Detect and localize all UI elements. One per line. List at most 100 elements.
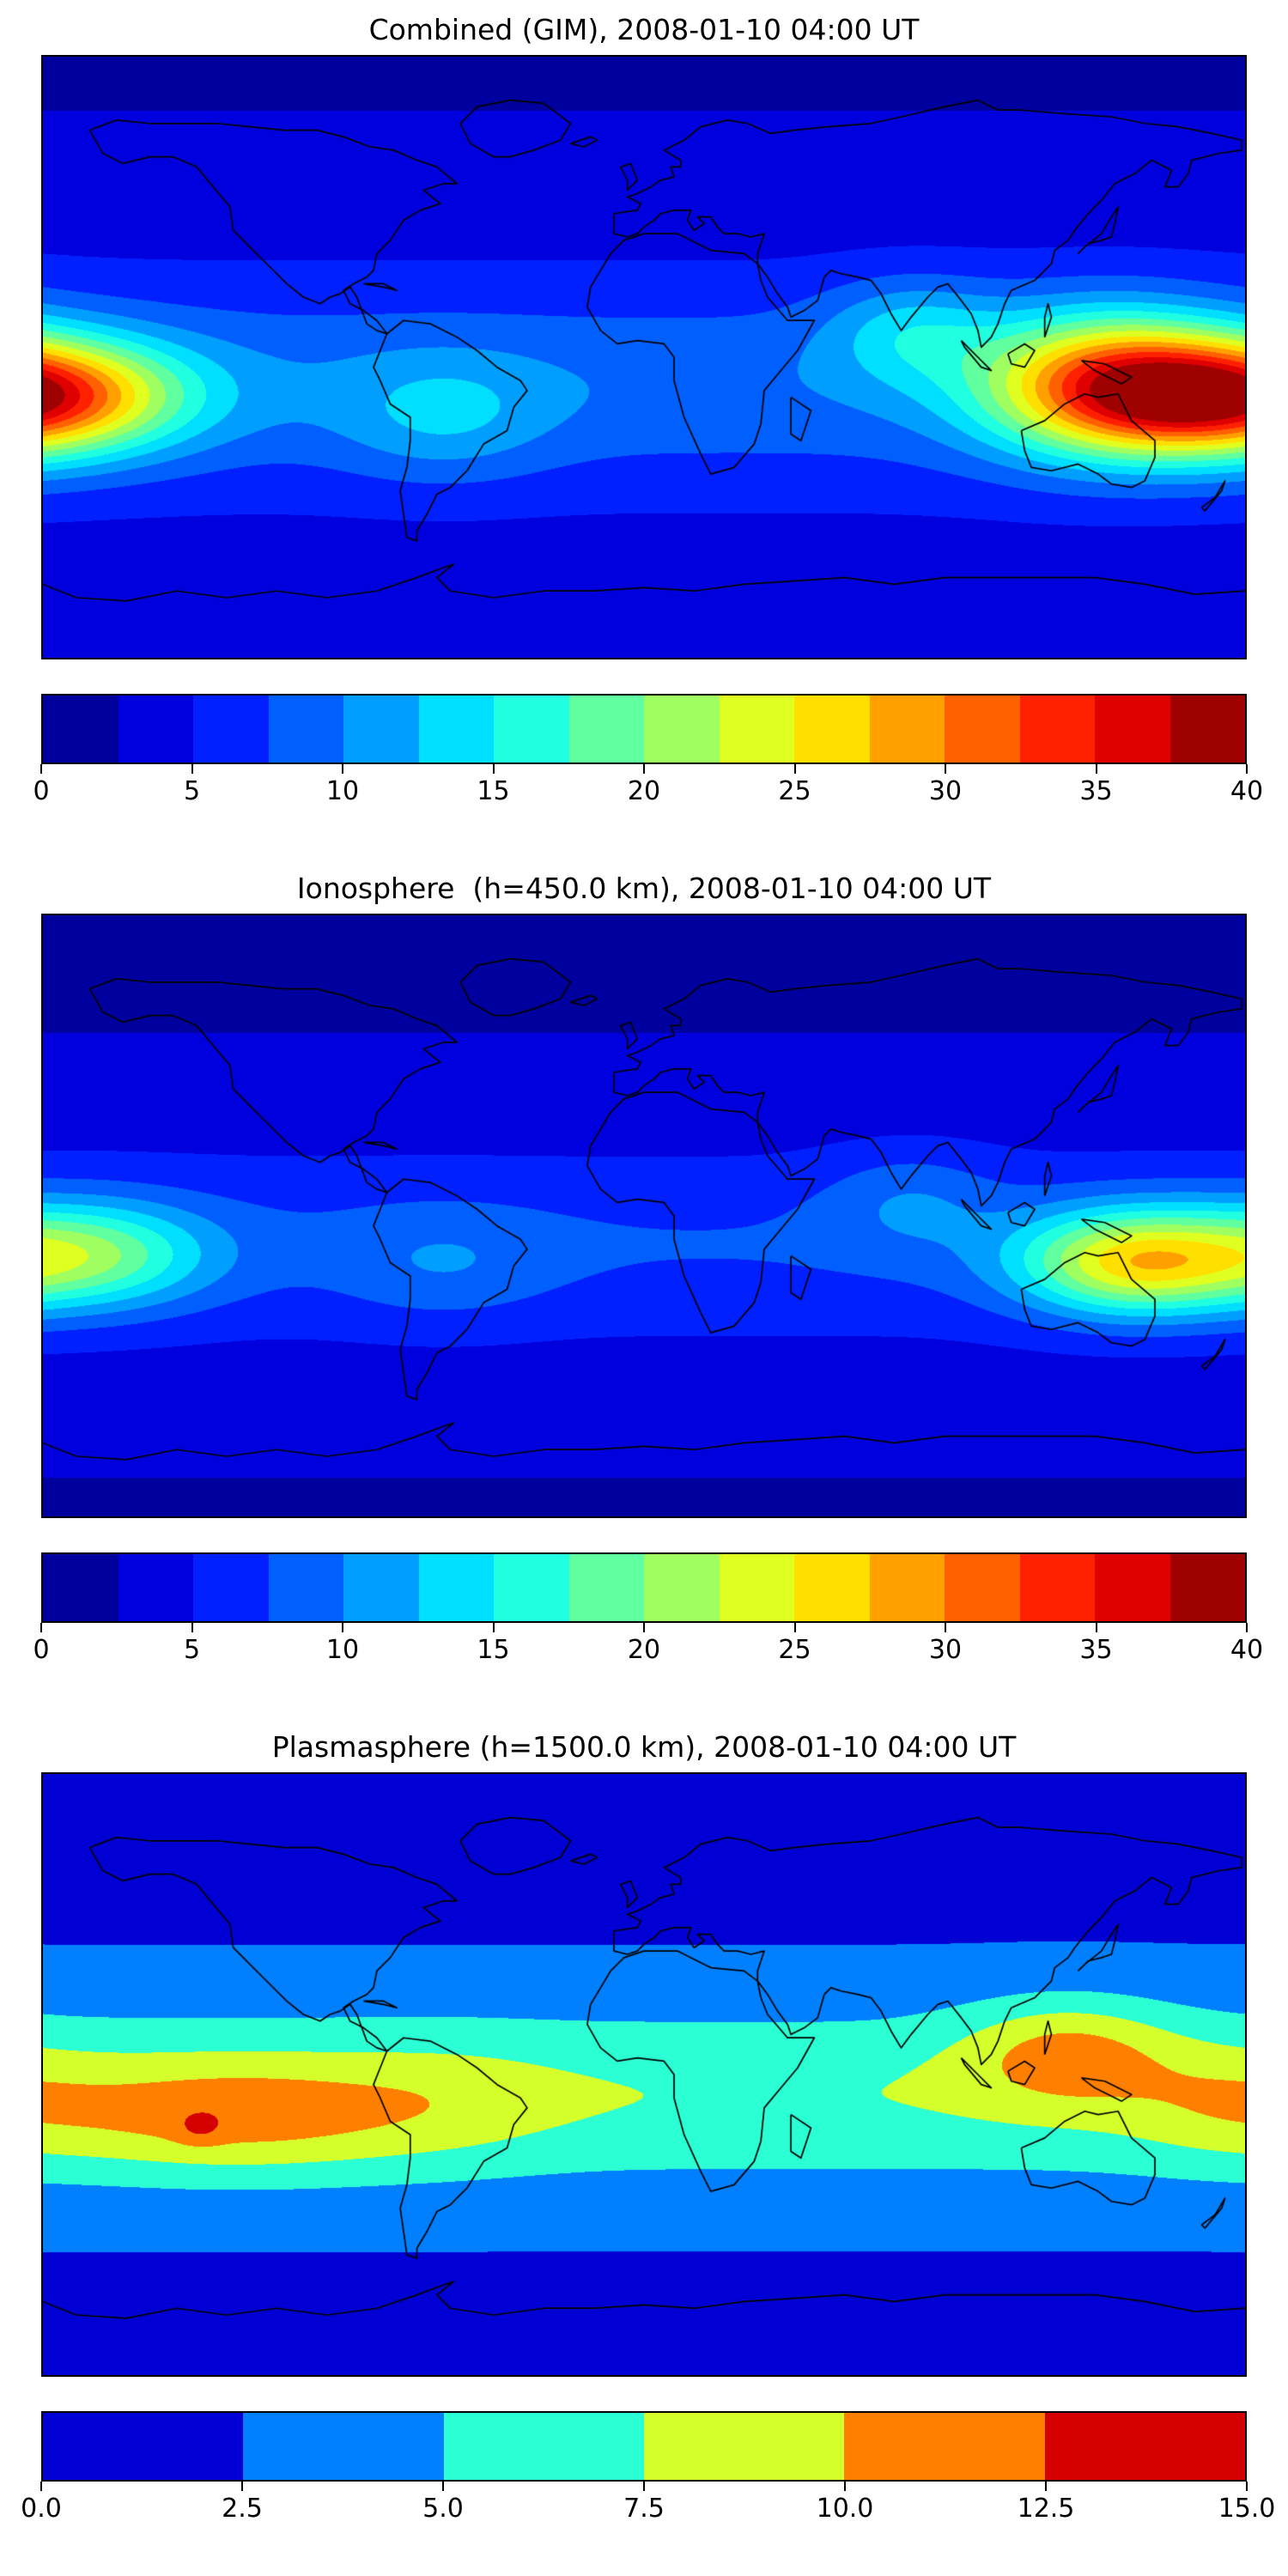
colorbar-tick-label: 15.0 — [1218, 2494, 1276, 2524]
colorbar-segment — [1044, 2413, 1245, 2480]
colorbar — [41, 694, 1247, 764]
colorbar-tick-label: 25 — [778, 1635, 811, 1665]
colorbar-tick — [241, 2482, 243, 2491]
colorbar-segment — [644, 696, 720, 762]
colorbar-segment — [844, 2413, 1045, 2480]
colorbar-tick — [793, 764, 796, 774]
colorbar-segment — [243, 2413, 444, 2480]
colorbar — [41, 1552, 1247, 1623]
colorbar-tick-label: 0 — [33, 776, 50, 806]
colorbar-tick-label: 0 — [33, 1635, 50, 1665]
colorbar-segment — [418, 1554, 494, 1621]
panel-title: Ionosphere (h=450.0 km), 2008-01-10 04:0… — [296, 872, 992, 905]
panel-plasmasphere: Plasmasphere (h=1500.0 km), 2008-01-10 0… — [0, 1717, 1288, 2576]
colorbar-ticks: 0 5 10 15 20 25 30 35 40 — [33, 764, 1263, 817]
colorbar-segment — [945, 696, 1020, 762]
colorbar-segment — [869, 1554, 945, 1621]
colorbar-segment — [118, 696, 193, 762]
colorbar-tick-label: 40 — [1230, 776, 1264, 806]
colorbar-tick-label: 7.5 — [623, 2494, 665, 2524]
colorbar-tick — [342, 1623, 343, 1632]
colorbar-tick-label: 15 — [477, 776, 510, 806]
panel-title: Plasmasphere (h=1500.0 km), 2008-01-10 0… — [271, 1730, 1017, 1764]
map-container — [41, 914, 1247, 1518]
colorbar-segment — [719, 1554, 794, 1621]
colorbar-tick-label: 12.5 — [1017, 2494, 1075, 2524]
colorbar — [41, 2411, 1247, 2482]
colorbar-segment — [568, 696, 644, 762]
panel-combined-gim: Combined (GIM), 2008-01-10 04:00 UT 0 5 10… — [0, 0, 1288, 859]
map-container — [41, 55, 1247, 659]
colorbar-segment — [43, 696, 118, 762]
colorbar-tick — [191, 1623, 193, 1632]
colorbar-tick-label: 5 — [183, 776, 201, 806]
colorbar-tick — [1095, 1623, 1097, 1632]
colorbar-tick — [1045, 2482, 1047, 2491]
colorbar-segment — [945, 1554, 1020, 1621]
colorbar-tick-label: 30 — [928, 776, 963, 806]
colorbar-segment — [794, 696, 870, 762]
colorbar-segment — [1095, 696, 1170, 762]
colorbar-segment — [1170, 1554, 1245, 1621]
colorbar-segment — [1095, 1554, 1170, 1621]
colorbar-tick — [793, 1623, 796, 1632]
world-tec-map-plasmasphere — [41, 1772, 1247, 2377]
colorbar-segment — [869, 696, 945, 762]
colorbar-segment — [568, 1554, 644, 1621]
colorbar-tick — [40, 2482, 42, 2491]
colorbar-tick — [643, 2482, 645, 2491]
colorbar-segment — [43, 2413, 244, 2480]
colorbar-tick — [342, 764, 343, 774]
colorbar-segment — [1019, 696, 1095, 762]
colorbar-tick-label: 30 — [928, 1635, 963, 1665]
colorbar-tick — [1095, 764, 1097, 774]
colorbar-tick-label: 40 — [1230, 1635, 1264, 1665]
colorbar-tick-label: 10 — [325, 1635, 360, 1665]
colorbar-tick-label: 20 — [627, 1635, 661, 1665]
colorbar-segment — [268, 696, 343, 762]
colorbar-tick — [1246, 1623, 1248, 1632]
colorbar-segment — [494, 1554, 569, 1621]
colorbar-segment — [443, 2413, 644, 2480]
colorbar-segment — [343, 696, 419, 762]
colorbar-tick — [442, 2482, 444, 2491]
map-container — [41, 1772, 1247, 2377]
colorbar-tick — [40, 1623, 42, 1632]
colorbar-tick-label: 25 — [778, 776, 811, 806]
colorbar-tick — [643, 1623, 645, 1632]
colorbar-tick-label: 5.0 — [422, 2494, 464, 2524]
colorbar-segment — [1019, 1554, 1095, 1621]
colorbar-tick-label: 20 — [627, 776, 661, 806]
colorbar-tick — [1246, 764, 1248, 774]
colorbar-tick — [643, 764, 645, 774]
colorbar-segment — [644, 1554, 720, 1621]
colorbar-tick-label: 10.0 — [816, 2494, 874, 2524]
colorbar-tick-label: 2.5 — [222, 2494, 263, 2524]
colorbar-segment — [1170, 696, 1245, 762]
colorbar-segment — [343, 1554, 419, 1621]
colorbar-tick — [40, 764, 42, 774]
colorbar-ticks: 0.0 2.5 5.0 7.5 10.0 12.5 15.0 — [21, 2482, 1275, 2535]
panel-ionosphere: Ionosphere (h=450.0 km), 2008-01-10 04:0… — [0, 859, 1288, 1717]
colorbar-segment — [43, 1554, 118, 1621]
colorbar-segment — [719, 696, 794, 762]
world-tec-map-combined — [41, 55, 1247, 659]
colorbar-ticks: 0 5 10 15 20 25 30 35 40 — [33, 1623, 1263, 1676]
colorbar-tick-label: 10 — [325, 776, 360, 806]
colorbar-tick — [191, 764, 193, 774]
colorbar-tick-label: 0.0 — [21, 2494, 62, 2524]
colorbar-segment — [193, 1554, 269, 1621]
colorbar-tick-label: 35 — [1079, 776, 1113, 806]
colorbar-tick — [1246, 2482, 1248, 2491]
colorbar-tick-label: 35 — [1079, 1635, 1113, 1665]
colorbar-tick-label: 15 — [477, 1635, 510, 1665]
colorbar-tick — [492, 764, 495, 774]
colorbar-segment — [118, 1554, 193, 1621]
colorbar-segment — [193, 696, 269, 762]
colorbar-tick-label: 5 — [183, 1635, 201, 1665]
colorbar-tick — [945, 1623, 946, 1632]
colorbar-tick — [844, 2482, 846, 2491]
colorbar-tick — [492, 1623, 495, 1632]
colorbar-segment — [268, 1554, 343, 1621]
